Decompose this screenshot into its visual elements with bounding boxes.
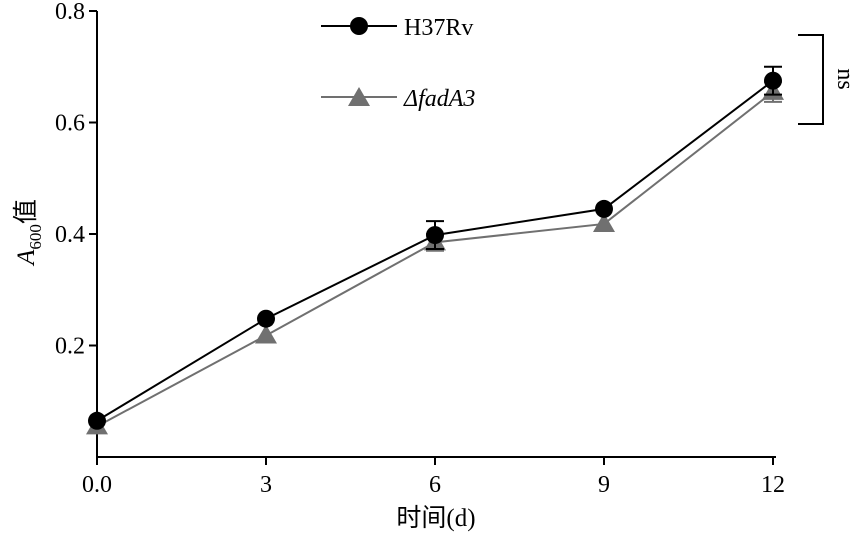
y-axis-title-suffix: 值: [12, 199, 40, 224]
data-point-triangle: [593, 212, 615, 232]
series-line: [96, 91, 774, 428]
significance-annotation: ns: [798, 34, 850, 125]
y-tick-label: 0.2: [55, 334, 85, 360]
y-axis-title-sub: 600: [26, 224, 45, 250]
y-tick-label: 0.8: [55, 0, 85, 25]
legend-marker-triangle: [348, 87, 370, 106]
series-fada3: [86, 80, 784, 435]
y-axis-title: A600值: [12, 199, 45, 267]
data-point-triangle: [255, 324, 277, 344]
significance-bracket: [798, 34, 824, 125]
axis-ticks: [89, 10, 774, 465]
significance-label: ns: [832, 68, 850, 89]
data-point-circle: [764, 71, 782, 90]
legend-label-h37rv: H37Rv: [404, 15, 473, 41]
y-tick-label: 0.4: [55, 222, 85, 248]
x-axis-title: 时间(d): [396, 504, 475, 532]
series-h37rv: [88, 65, 782, 430]
data-point-circle: [426, 226, 444, 245]
x-tick-label: 6: [429, 472, 441, 498]
tick-labels: 0.0 3 6 9 12 0.2 0.4 0.6 0.8: [55, 0, 785, 498]
data-point-circle: [595, 199, 613, 218]
legend-label-fada3: ΔfadA3: [403, 86, 475, 112]
x-tick-label: 0.0: [82, 472, 112, 498]
y-axis-title-base: A: [13, 249, 40, 267]
x-tick-label: 12: [761, 472, 785, 498]
data-point-circle: [88, 411, 106, 430]
x-tick-label: 9: [598, 472, 610, 498]
legend: H37Rv ΔfadA3: [321, 15, 475, 112]
series-layer: [86, 65, 784, 435]
x-tick-label: 3: [260, 472, 272, 498]
data-point-circle: [257, 309, 275, 328]
legend-marker-circle: [350, 17, 368, 35]
legend-entry-fada3: ΔfadA3: [321, 86, 475, 112]
y-tick-label: 0.6: [55, 111, 85, 137]
legend-entry-h37rv: H37Rv: [321, 15, 473, 41]
